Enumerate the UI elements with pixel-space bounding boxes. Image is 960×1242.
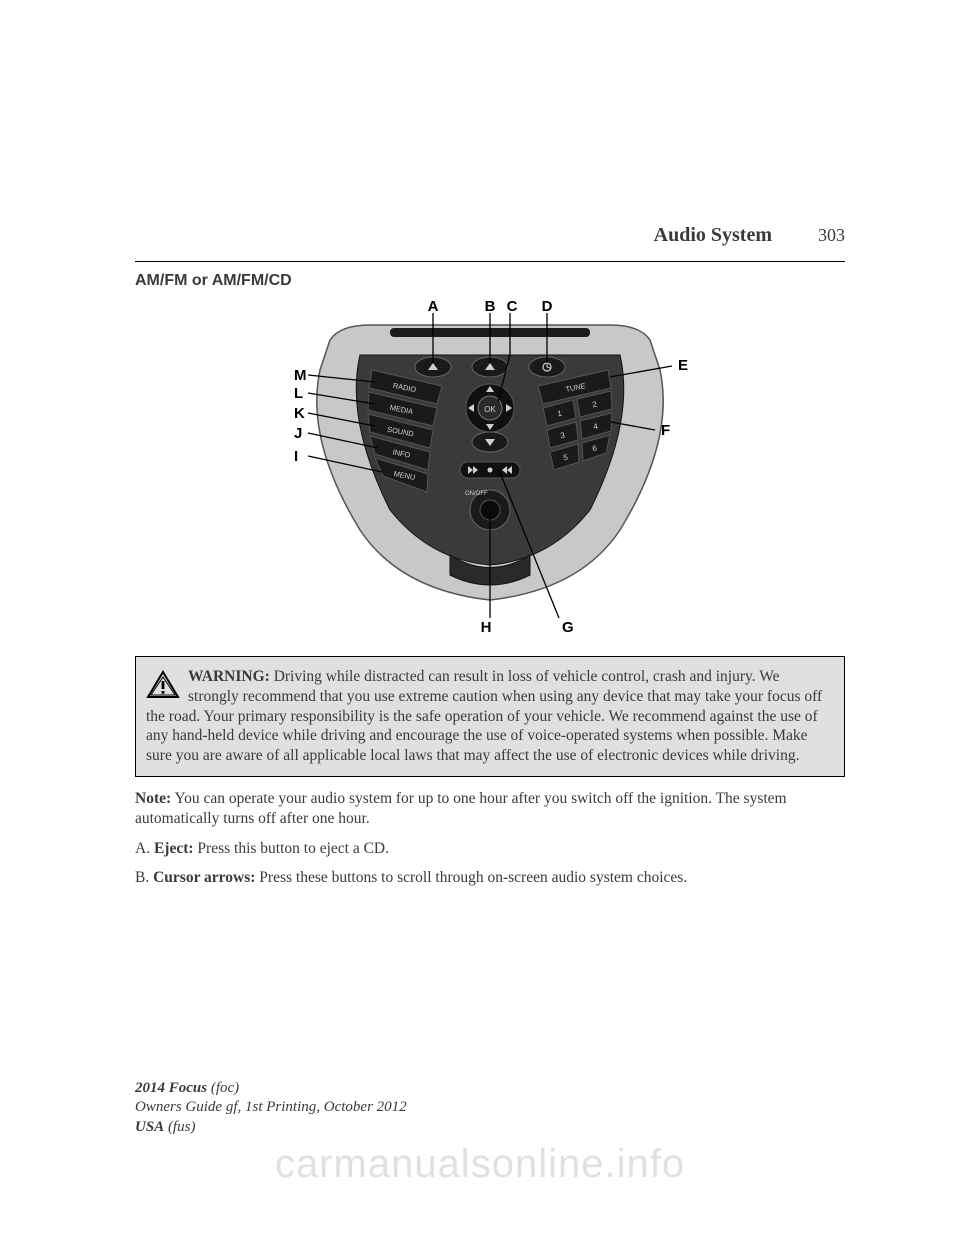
note-label: Note: <box>135 790 171 807</box>
callout-H: H <box>481 619 492 636</box>
item-B-text: Press these buttons to scroll through on… <box>259 869 687 886</box>
warning-label: WARNING: <box>188 668 270 685</box>
callout-K: K <box>294 405 305 422</box>
note-paragraph: Note: You can operate your audio system … <box>135 789 845 829</box>
header-rule <box>135 261 845 262</box>
callout-G: G <box>562 619 574 636</box>
page-footer: 2014 Focus (foc) Owners Guide gf, 1st Pr… <box>135 1079 407 1138</box>
item-A-letter: A. <box>135 840 150 857</box>
footer-market-code: (fus) <box>168 1119 196 1135</box>
footer-market: USA <box>135 1119 164 1135</box>
callout-J: J <box>294 425 302 442</box>
item-A-text: Press this button to eject a CD. <box>197 840 389 857</box>
callout-A: A <box>428 300 439 315</box>
callout-L: L <box>294 385 303 402</box>
callout-D: D <box>542 300 553 315</box>
footer-model-code: (foc) <box>211 1080 239 1096</box>
callout-B: B <box>485 300 496 315</box>
audio-console-diagram: OK ON/OFF RADIO MEDIA <box>280 300 700 640</box>
watermark-text: carmanualsonline.info <box>0 1142 960 1187</box>
page-header: Audio System 303 <box>135 224 845 247</box>
callout-I: I <box>294 448 298 465</box>
warning-box: WARNING: Driving while distracted can re… <box>135 656 845 777</box>
item-A: A. Eject: Press this button to eject a C… <box>135 839 845 859</box>
footer-guide: Owners Guide gf, 1st Printing, October 2… <box>135 1099 407 1115</box>
warning-icon <box>146 670 180 700</box>
note-text: You can operate your audio system for up… <box>135 790 787 827</box>
item-A-name: Eject: <box>154 840 194 857</box>
page-number: 303 <box>818 225 845 246</box>
item-B-letter: B. <box>135 869 149 886</box>
callout-M: M <box>294 367 307 384</box>
ok-label: OK <box>484 405 496 414</box>
item-B-name: Cursor arrows: <box>153 869 255 886</box>
callout-E: E <box>678 357 688 374</box>
section-title: Audio System <box>654 224 772 247</box>
onoff-label: ON/OFF <box>465 491 488 497</box>
callout-C: C <box>507 300 518 315</box>
subheading: AM/FM or AM/FM/CD <box>135 272 845 290</box>
footer-model: 2014 Focus <box>135 1080 207 1096</box>
item-B: B. Cursor arrows: Press these buttons to… <box>135 868 845 888</box>
callout-F: F <box>661 422 670 439</box>
